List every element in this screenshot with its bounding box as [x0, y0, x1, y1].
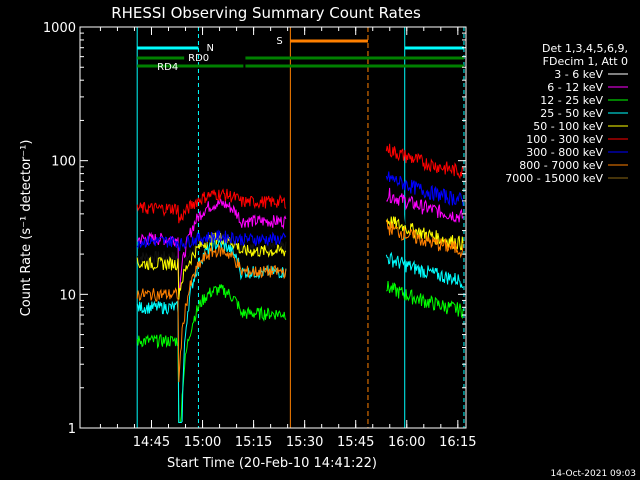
legend-entry-label: 100 - 300 keV [526, 133, 603, 146]
plot-area: N S RD0 RD4 [136, 27, 465, 428]
legend: Det 1,3,4,5,6,9,FDecim 1, Att 03 - 6 keV… [505, 42, 628, 185]
series-line-pre [136, 188, 287, 224]
rd4-label: RD4 [157, 62, 178, 73]
legend-entry-label: 12 - 25 keV [540, 94, 603, 107]
series-line-post [385, 216, 464, 251]
x-tick-label: 16:15 [439, 435, 476, 450]
y-tick-label: 100 [51, 155, 76, 170]
x-tick-label: 16:00 [388, 435, 425, 450]
axes: 1 10 100 1000 14:45 15:00 15:15 15:30 15:45 16:00… [43, 21, 477, 450]
legend-entry-label: 300 - 800 keV [526, 146, 603, 159]
legend-header: Det 1,3,4,5,6,9, [542, 42, 628, 55]
series-line-post [386, 281, 464, 320]
y-tick-label: 1000 [43, 21, 76, 36]
chart-title: RHESSI Observing Summary Count Rates [111, 4, 421, 22]
series-line-pre [136, 232, 287, 300]
plot-frame [79, 26, 467, 429]
y-tick-label: 1 [68, 422, 76, 437]
series-line-post [385, 171, 464, 206]
series-line-post [385, 219, 464, 259]
legend-entry-label: 7000 - 15000 keV [505, 172, 603, 185]
legend-entry-label: 50 - 100 keV [533, 120, 603, 133]
timestamp: 14-Oct-2021 09:03 [551, 469, 636, 479]
legend-entry-label: 3 - 6 keV [554, 68, 603, 81]
x-tick-label: 14:45 [133, 435, 170, 450]
night-label: N [206, 43, 213, 54]
x-tick-label: 15:00 [184, 435, 221, 450]
y-axis-label: Count Rate (s⁻¹ detector⁻¹) [19, 140, 34, 317]
legend-entry-label: 25 - 50 keV [540, 107, 603, 120]
legend-entry-label: 6 - 12 keV [547, 81, 603, 94]
x-tick-label: 15:15 [235, 435, 272, 450]
x-tick-label: 15:45 [337, 435, 374, 450]
x-axis-label: Start Time (20-Feb-10 14:41:22) [167, 456, 377, 471]
series-line-pre [136, 284, 287, 423]
series-line-pre [136, 229, 287, 252]
rd0-label: RD0 [188, 53, 209, 64]
legend-header: FDecim 1, Att 0 [543, 55, 628, 68]
series-line-post [385, 251, 464, 289]
series-line-pre [137, 198, 287, 297]
series-line-pre [136, 243, 287, 383]
series-line-post [386, 187, 464, 223]
saa-label: S [276, 36, 282, 47]
series-line-post [385, 143, 464, 180]
y-tick-label: 10 [59, 288, 76, 303]
x-tick-label: 15:30 [286, 435, 323, 450]
legend-entry-label: 800 - 7000 keV [519, 159, 603, 172]
